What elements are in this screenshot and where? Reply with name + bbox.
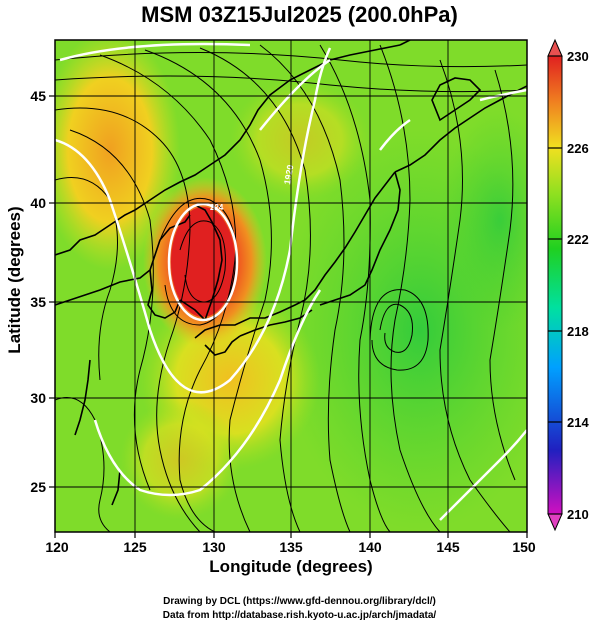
y-tick-label: 40 — [30, 195, 46, 211]
colorbar-tick-label: 230 — [567, 49, 589, 64]
credit-drawing: Drawing by DCL (https://www.gfd-dennou.o… — [163, 596, 436, 607]
tick-marks — [49, 95, 528, 538]
streamlines — [55, 44, 527, 532]
y-tick-label: 25 — [30, 479, 46, 495]
y-tick-label: 45 — [30, 88, 46, 104]
y-tick-labels: 45 40 35 30 25 — [30, 88, 46, 495]
y-axis-label: Latitude (degrees) — [5, 206, 24, 354]
coastlines — [55, 40, 527, 506]
colorbar-tick-label: 214 — [567, 415, 589, 430]
y-tick-label: 35 — [30, 294, 46, 310]
colorbar-bottom-arrow — [547, 513, 563, 532]
contour-label: 224 — [210, 203, 224, 212]
contour-label: 1920 — [282, 164, 295, 185]
contour-label-group: 1920 224 — [210, 164, 295, 212]
x-axis-label: Longitude (degrees) — [209, 557, 373, 576]
colorbar: 230 226 222 218 214 210 — [547, 38, 589, 532]
x-tick-label: 135 — [279, 539, 303, 555]
x-tick-label: 125 — [123, 539, 147, 555]
colorbar-body — [547, 55, 563, 515]
x-tick-label: 145 — [436, 539, 460, 555]
x-tick-label: 140 — [358, 539, 382, 555]
credit-data: Data from http://database.rish.kyoto-u.a… — [162, 610, 437, 621]
colorbar-tick-label: 226 — [567, 141, 589, 156]
colorbar-tick-label: 218 — [567, 324, 589, 339]
colorbar-tick-label: 222 — [567, 232, 589, 247]
color-field — [55, 40, 527, 532]
x-tick-label: 150 — [512, 539, 536, 555]
map-title: MSM 03Z15Jul2025 (200.0hPa) — [141, 2, 458, 27]
colorbar-top-arrow — [547, 38, 563, 57]
contour-lines — [55, 42, 527, 521]
y-tick-label: 30 — [30, 390, 46, 406]
x-tick-label: 120 — [45, 539, 69, 555]
x-tick-labels: 120 125 130 135 140 145 150 — [45, 539, 536, 555]
colorbar-tick-label: 210 — [567, 507, 589, 522]
x-tick-label: 130 — [202, 539, 226, 555]
grid — [55, 40, 527, 532]
